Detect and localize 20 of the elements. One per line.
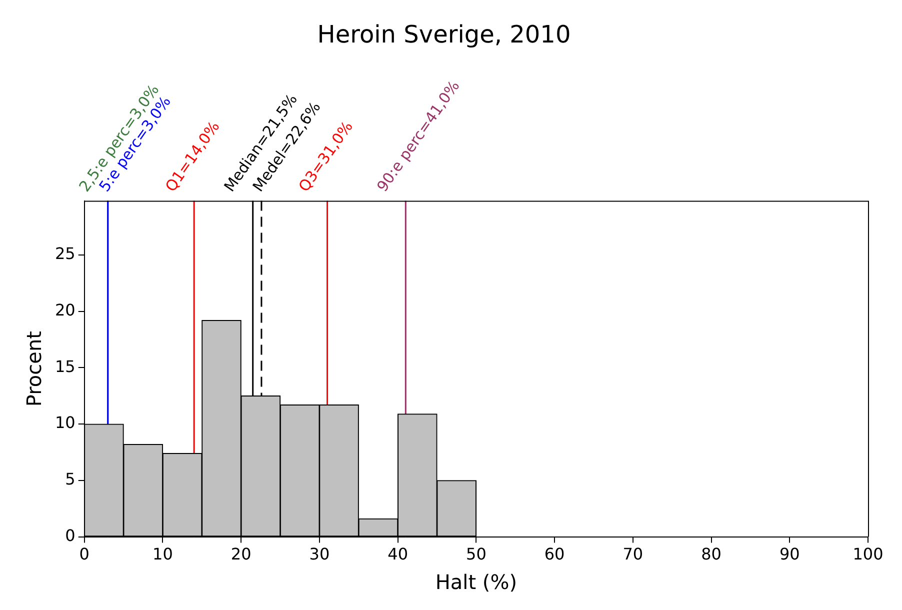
x-tick-label: 10 [152,544,173,564]
x-tick-label: 50 [466,544,486,564]
y-tick-label: 20 [55,300,76,320]
chart-title: Heroin Sverige, 2010 [317,20,571,49]
x-tick-label: 30 [309,544,330,564]
x-tick-label: 70 [622,544,644,564]
y-tick-label: 5 [65,470,76,489]
x-tick-label: 90 [779,544,800,564]
x-tick-label: 20 [230,544,252,564]
y-tick-label: 25 [55,244,76,264]
x-tick-label: 100 [852,544,884,564]
x-tick-label: 60 [544,544,565,564]
x-tick-label: 40 [388,544,408,564]
y-axis-title: Procent [22,330,46,407]
y-tick-label: 0 [65,526,76,545]
x-axis-title: Halt (%) [435,570,518,594]
x-tick-label: 80 [701,544,722,564]
y-tick-label: 10 [55,413,76,432]
x-tick-label: 0 [79,544,90,564]
y-tick-label: 15 [55,356,76,376]
